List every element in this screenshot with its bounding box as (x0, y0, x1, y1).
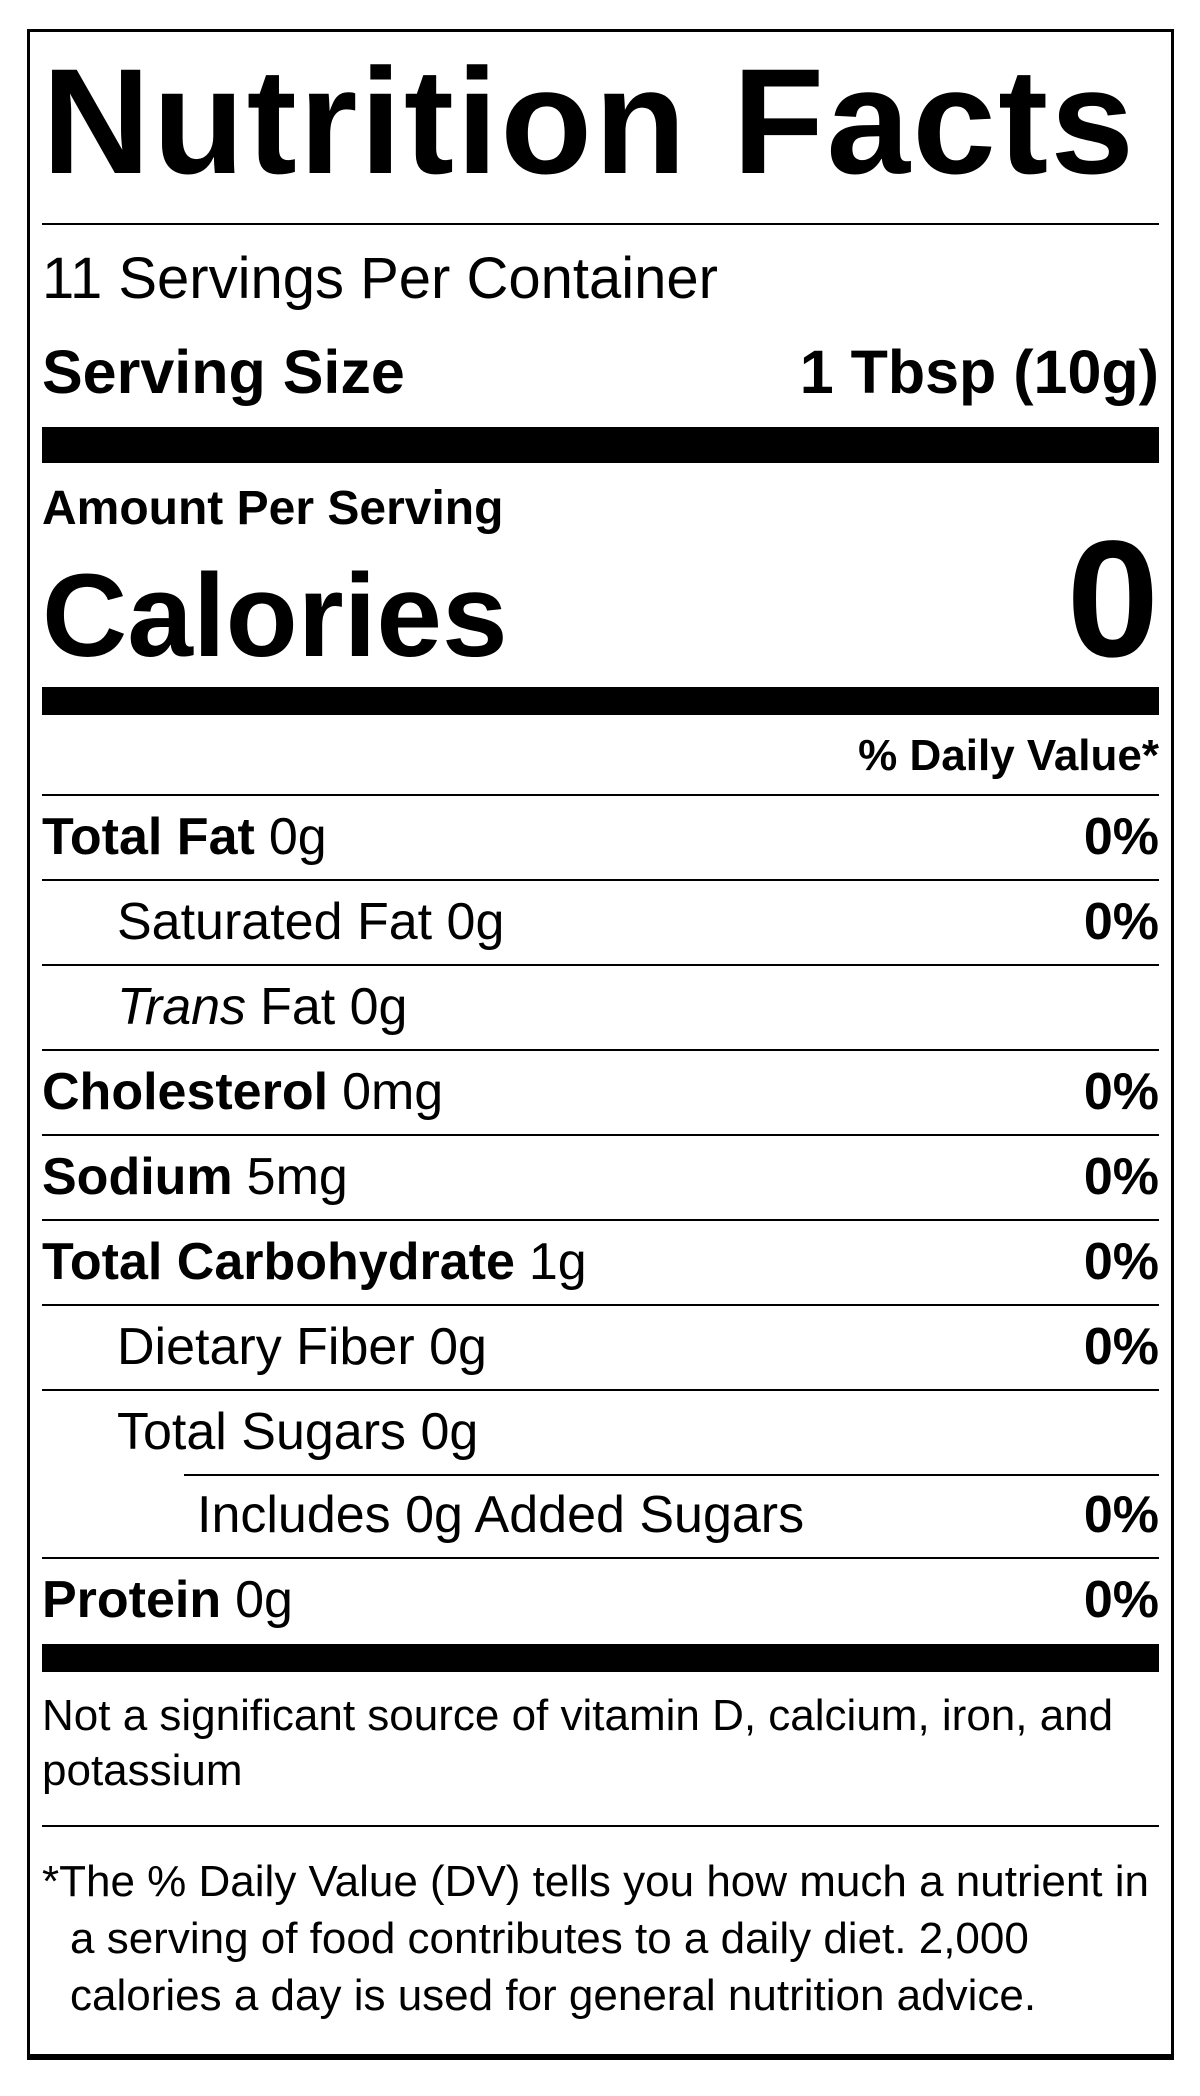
nutrient-row-dietary-fiber: Dietary Fiber 0g 0% (42, 1303, 1159, 1389)
nutrient-name: Total Fat (42, 807, 255, 866)
nutrient-amount: 1g (528, 1232, 587, 1291)
thin-rule (42, 223, 1159, 225)
nutrient-name: Trans (117, 977, 247, 1036)
nutrient-text: Total Carbohydrate 1g (42, 1236, 587, 1288)
nutrient-dv: 0% (1083, 1317, 1159, 1376)
nutrient-dv: 0% (1083, 807, 1159, 866)
nutrient-amount: Fat 0g (260, 977, 408, 1036)
not-significant-note: Not a significant source of vitamin D, c… (42, 1690, 1114, 1796)
serving-size-label: Serving Size (42, 337, 405, 406)
calories-label: Calories (42, 549, 508, 682)
nutrient-amount: Total Sugars 0g (117, 1402, 479, 1461)
daily-value-footnote: *The % Daily Value (DV) tells you how mu… (42, 1853, 1159, 2025)
nutrient-row-total-carbohydrate: Total Carbohydrate 1g 0% (42, 1218, 1159, 1304)
nutrient-row-added-sugars: Includes 0g Added Sugars 0% (42, 1473, 1159, 1557)
nutrient-text: Cholesterol 0mg (42, 1066, 443, 1118)
thick-bar (42, 426, 1159, 463)
nutrient-text: Saturated Fat 0g (117, 896, 504, 948)
nutrient-text: Dietary Fiber 0g (117, 1321, 487, 1373)
nutrient-text: Total Fat 0g (42, 811, 327, 863)
nutrient-row-cholesterol: Cholesterol 0mg 0% (42, 1048, 1159, 1134)
nutrient-amount: Includes 0g Added Sugars (197, 1485, 805, 1544)
nutrient-row-total-fat: Total Fat 0g 0% (42, 793, 1159, 879)
nutrient-text: Sodium 5mg (42, 1151, 348, 1203)
nutrient-row-trans-fat: Trans Fat 0g (42, 963, 1159, 1049)
nutrient-dv: 0% (1083, 1147, 1159, 1206)
nutrient-dv: 0% (1083, 1570, 1159, 1629)
footnote-text: The % Daily Value (DV) tells you how muc… (59, 1856, 1150, 2021)
nutrient-dv: 0% (1083, 892, 1159, 951)
nutrition-facts-label: Nutrition Facts 11 Servings Per Containe… (27, 29, 1174, 2061)
label-title: Nutrition Facts (42, 37, 1137, 205)
nutrient-text: Protein 0g (42, 1574, 293, 1626)
nutrient-name: Total Carbohydrate (42, 1232, 515, 1291)
calories-row: Calories 0 (42, 506, 1159, 692)
amount-per-serving-label: Amount Per Serving (42, 481, 504, 535)
thick-bar (42, 686, 1159, 715)
nutrient-text: Total Sugars 0g (117, 1406, 478, 1458)
footnote-asterisk: * (42, 1856, 60, 1906)
thick-bar (42, 1643, 1159, 1672)
daily-value-header: % Daily Value* (858, 730, 1159, 780)
nutrient-row-protein: Protein 0g 0% (42, 1556, 1159, 1642)
thin-rule (42, 1824, 1159, 1827)
nutrient-text: Includes 0g Added Sugars (197, 1489, 804, 1541)
nutrient-name: Protein (42, 1570, 222, 1629)
nutrient-text: Trans Fat 0g (117, 981, 407, 1033)
nutrient-amount: 5mg (246, 1147, 348, 1206)
nutrient-dv: 0% (1083, 1232, 1159, 1291)
nutrient-row-total-sugars: Total Sugars 0g (42, 1388, 1159, 1474)
nutrient-row-sodium: Sodium 5mg 0% (42, 1133, 1159, 1219)
nutrient-amount: 0g (268, 807, 327, 866)
nutrient-amount: Saturated Fat 0g (117, 892, 505, 951)
nutrient-dv: 0% (1083, 1062, 1159, 1121)
servings-per-container: 11 Servings Per Container (42, 246, 718, 311)
nutrient-amount: 0g (235, 1570, 293, 1629)
nutrient-row-saturated-fat: Saturated Fat 0g 0% (42, 878, 1159, 964)
serving-size-row: Serving Size 1 Tbsp (10g) (42, 337, 1159, 407)
nutrient-amount: Dietary Fiber 0g (117, 1317, 487, 1376)
nutrient-amount: 0mg (342, 1062, 444, 1121)
serving-size-value: 1 Tbsp (10g) (799, 337, 1159, 406)
nutrient-dv: 0% (1083, 1485, 1159, 1544)
nutrient-name: Cholesterol (42, 1062, 329, 1121)
nutrient-name: Sodium (42, 1147, 233, 1206)
calories-value: 0 (1066, 506, 1159, 692)
